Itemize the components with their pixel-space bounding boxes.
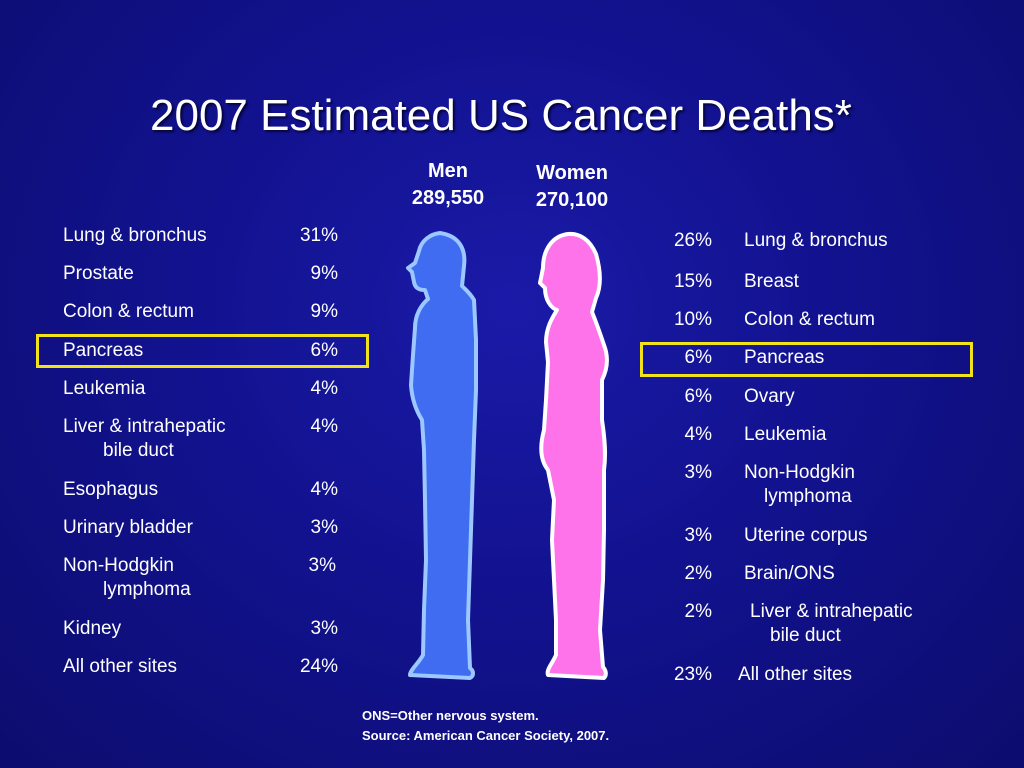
- site-percent: 23%: [673, 664, 712, 685]
- women-total: 270,100: [535, 189, 609, 211]
- site-percent: 15%: [673, 271, 712, 292]
- site-name: Prostate: [63, 263, 134, 284]
- footnote-abbreviation: ONS=Other nervous system.: [362, 708, 539, 723]
- site-percent: 10%: [673, 309, 712, 330]
- site-percent: 9%: [310, 301, 338, 322]
- site-name: All other sites: [63, 656, 178, 677]
- site-percent: 24%: [299, 656, 338, 677]
- site-name-line2: lymphoma: [103, 579, 191, 600]
- site-percent: 4%: [310, 378, 338, 399]
- site-name: Lung & bronchus: [744, 230, 888, 251]
- site-percent: 3%: [308, 555, 336, 576]
- footnote-source: Source: American Cancer Society, 2007.: [362, 728, 610, 743]
- men-pancreas-highlight: [36, 334, 369, 368]
- slide-title: 2007 Estimated US Cancer Deaths*: [150, 91, 852, 140]
- site-name: Colon & rectum: [744, 309, 875, 330]
- men-label: Men: [428, 160, 468, 182]
- site-name: Non-Hodgkin: [63, 555, 174, 576]
- site-percent: 6%: [684, 347, 712, 368]
- site-percent: 3%: [684, 525, 712, 546]
- site-name: Liver & intrahepatic: [750, 601, 913, 622]
- site-name: Leukemia: [744, 424, 827, 445]
- women-pancreas-highlight: [640, 342, 973, 377]
- site-percent: 31%: [299, 225, 338, 246]
- site-name: Colon & rectum: [63, 301, 194, 322]
- site-name: Esophagus: [63, 479, 159, 500]
- site-name: Pancreas: [63, 340, 144, 361]
- site-name: Urinary bladder: [63, 517, 193, 538]
- site-percent: 3%: [310, 517, 338, 538]
- site-percent: 4%: [684, 424, 712, 445]
- site-percent: 4%: [310, 479, 338, 500]
- site-percent: 3%: [310, 618, 338, 639]
- site-name: Brain/ONS: [744, 563, 835, 584]
- site-name: Ovary: [744, 386, 795, 407]
- site-percent: 3%: [684, 462, 712, 483]
- site-name: Uterine corpus: [744, 525, 868, 546]
- site-name: Breast: [744, 271, 799, 292]
- site-name: Leukemia: [63, 378, 146, 399]
- site-percent: 6%: [684, 386, 712, 407]
- site-name: Lung & bronchus: [63, 225, 207, 246]
- site-name-line2: lymphoma: [764, 486, 852, 507]
- site-percent: 6%: [310, 340, 338, 361]
- women-label: Women: [536, 162, 608, 184]
- site-name: All other sites: [738, 664, 853, 685]
- site-name: Pancreas: [744, 347, 825, 368]
- site-name-line2: bile duct: [770, 625, 841, 646]
- site-name: Kidney: [63, 618, 122, 639]
- site-name: Non-Hodgkin: [744, 462, 855, 483]
- men-header: Men 289,550: [388, 158, 508, 212]
- site-percent: 9%: [310, 263, 338, 284]
- women-header: Women 270,100: [512, 160, 632, 214]
- site-percent: 2%: [684, 563, 712, 584]
- footnote: ONS=Other nervous system. Source: Americ…: [362, 706, 609, 746]
- site-name: Liver & intrahepatic: [63, 416, 226, 437]
- man-figure-icon: [406, 231, 478, 680]
- site-name-line2: bile duct: [103, 440, 174, 461]
- site-percent: 26%: [673, 230, 712, 251]
- site-percent: 2%: [684, 601, 712, 622]
- men-total: 289,550: [411, 187, 485, 209]
- woman-figure-icon: [538, 231, 609, 680]
- site-percent: 4%: [310, 416, 338, 437]
